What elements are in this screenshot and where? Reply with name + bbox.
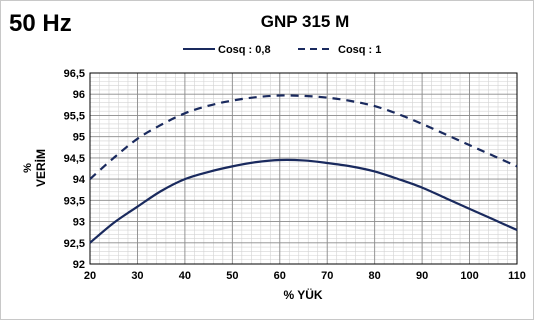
- y-tick-label: 93: [73, 217, 85, 229]
- y-tick-label: 92,5: [64, 238, 85, 250]
- y-tick-label: 96: [73, 89, 85, 101]
- legend-label-cosq-1: Cosq : 1: [338, 44, 381, 56]
- y-tick-label: 93,5: [64, 195, 85, 207]
- minor-gridlines: [89, 72, 518, 265]
- y-tick-label: 94: [73, 174, 86, 186]
- legend: Cosq : 0,8 Cosq : 1: [183, 44, 381, 56]
- y-axis-ticks: 92 92,5 93 93,5 94 94,5 95 95,5 96 96,5: [64, 68, 86, 271]
- x-tick-label: 90: [416, 270, 428, 282]
- chart-title: GNP 315 M: [261, 12, 350, 31]
- y-axis-unit: %: [22, 163, 34, 173]
- x-axis-title: % YÜK: [283, 287, 322, 302]
- x-tick-label: 110: [508, 270, 526, 282]
- y-tick-label: 95: [73, 132, 85, 144]
- x-tick-label: 60: [274, 270, 286, 282]
- y-tick-label: 94,5: [64, 153, 85, 165]
- x-tick-label: 20: [84, 270, 96, 282]
- plot-area: [89, 72, 518, 265]
- frequency-label: 50 Hz: [9, 10, 72, 37]
- series-line-cosq-0-8: [89, 158, 518, 244]
- major-gridlines: [89, 72, 518, 265]
- y-tick-label: 95,5: [64, 110, 85, 122]
- series-layer: [89, 94, 518, 244]
- x-axis-ticks: 20 30 40 50 60 70 80 90 100 110: [84, 270, 526, 282]
- x-tick-label: 50: [226, 270, 238, 282]
- x-tick-label: 70: [321, 270, 333, 282]
- x-tick-label: 100: [460, 270, 478, 282]
- legend-label-cosq-0-8: Cosq : 0,8: [218, 44, 271, 56]
- y-axis-title: % VERİM: [22, 149, 48, 187]
- series-line-cosq-1: [89, 94, 518, 180]
- x-tick-label: 30: [131, 270, 143, 282]
- x-tick-label: 40: [179, 270, 191, 282]
- x-tick-label: 80: [369, 270, 381, 282]
- y-tick-label: 96,5: [64, 68, 85, 80]
- y-axis-label: VERİM: [33, 149, 48, 187]
- y-tick-label: 92: [73, 259, 85, 271]
